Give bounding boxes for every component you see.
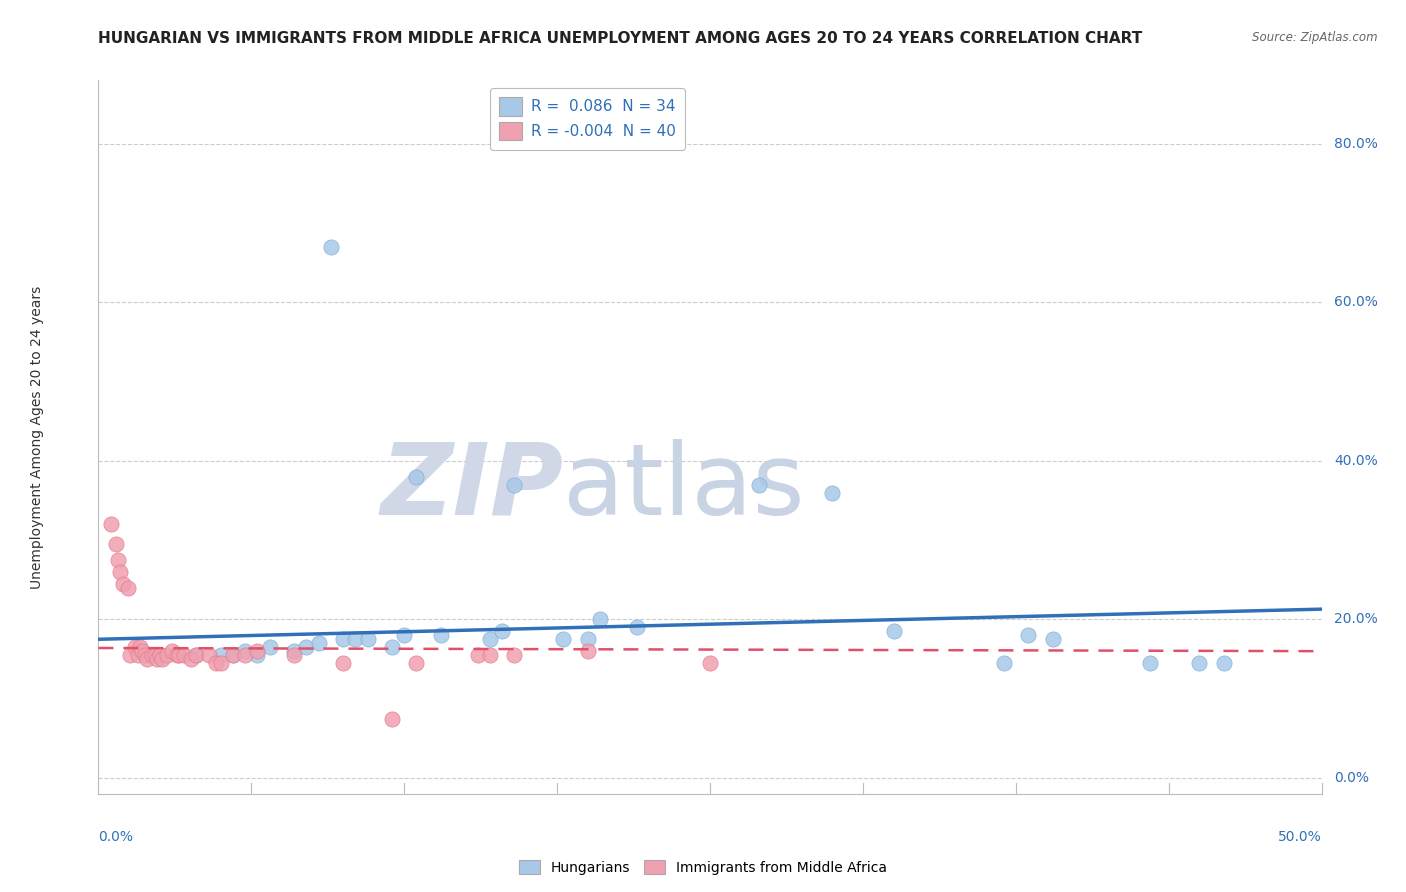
Point bbox=[883, 624, 905, 639]
Point bbox=[246, 648, 269, 662]
Point bbox=[141, 648, 163, 662]
Point bbox=[491, 624, 513, 639]
Text: HUNGARIAN VS IMMIGRANTS FROM MIDDLE AFRICA UNEMPLOYMENT AMONG AGES 20 TO 24 YEAR: HUNGARIAN VS IMMIGRANTS FROM MIDDLE AFRI… bbox=[98, 31, 1143, 46]
Point bbox=[233, 644, 256, 658]
Point bbox=[134, 648, 156, 662]
Point bbox=[136, 648, 159, 662]
Point bbox=[129, 640, 152, 655]
Text: 60.0%: 60.0% bbox=[1334, 295, 1378, 310]
Point bbox=[110, 565, 132, 579]
Legend: Hungarians, Immigrants from Middle Africa: Hungarians, Immigrants from Middle Afric… bbox=[513, 855, 893, 880]
Point bbox=[233, 648, 256, 662]
Point bbox=[821, 485, 844, 500]
Point bbox=[699, 656, 721, 670]
Point bbox=[332, 656, 354, 670]
Point bbox=[167, 648, 190, 662]
Point bbox=[332, 632, 354, 647]
Point bbox=[149, 648, 172, 662]
Point bbox=[576, 644, 599, 658]
Point bbox=[246, 644, 269, 658]
Point bbox=[259, 640, 281, 655]
Point bbox=[405, 469, 427, 483]
Point bbox=[392, 628, 416, 642]
Point bbox=[553, 632, 575, 647]
Point bbox=[209, 648, 232, 662]
Point bbox=[136, 652, 159, 666]
Text: Source: ZipAtlas.com: Source: ZipAtlas.com bbox=[1253, 31, 1378, 45]
Point bbox=[100, 517, 122, 532]
Point bbox=[117, 581, 139, 595]
Point bbox=[993, 656, 1015, 670]
Point bbox=[120, 648, 142, 662]
Point bbox=[222, 648, 245, 662]
Point bbox=[156, 648, 179, 662]
Point bbox=[589, 612, 612, 626]
Point bbox=[111, 576, 134, 591]
Point bbox=[1139, 656, 1161, 670]
Text: 20.0%: 20.0% bbox=[1334, 613, 1378, 626]
Point bbox=[166, 648, 188, 662]
Point bbox=[197, 648, 219, 662]
Point bbox=[127, 648, 149, 662]
Text: Unemployment Among Ages 20 to 24 years: Unemployment Among Ages 20 to 24 years bbox=[31, 285, 44, 589]
Text: 80.0%: 80.0% bbox=[1334, 136, 1378, 151]
Point bbox=[405, 656, 427, 670]
Text: 0.0%: 0.0% bbox=[1334, 771, 1369, 785]
Point bbox=[205, 656, 228, 670]
Point bbox=[107, 553, 129, 567]
Point bbox=[308, 636, 330, 650]
Point bbox=[748, 477, 770, 491]
Point bbox=[1042, 632, 1064, 647]
Point bbox=[104, 537, 127, 551]
Point bbox=[283, 648, 305, 662]
Point bbox=[503, 477, 526, 491]
Point bbox=[381, 712, 404, 726]
Point bbox=[160, 644, 183, 658]
Point bbox=[173, 648, 195, 662]
Point bbox=[295, 640, 318, 655]
Point bbox=[146, 652, 169, 666]
Text: 40.0%: 40.0% bbox=[1334, 454, 1378, 468]
Point bbox=[150, 652, 173, 666]
Point bbox=[319, 240, 342, 254]
Point bbox=[1212, 656, 1234, 670]
Text: atlas: atlas bbox=[564, 439, 804, 535]
Point bbox=[478, 648, 501, 662]
Point bbox=[124, 640, 146, 655]
Point bbox=[209, 656, 232, 670]
Point bbox=[186, 648, 208, 662]
Point bbox=[576, 632, 599, 647]
Point bbox=[467, 648, 489, 662]
Legend: R =  0.086  N = 34, R = -0.004  N = 40: R = 0.086 N = 34, R = -0.004 N = 40 bbox=[491, 88, 685, 150]
Point bbox=[180, 652, 202, 666]
Point bbox=[186, 648, 208, 662]
Point bbox=[131, 644, 153, 658]
Point bbox=[381, 640, 404, 655]
Point bbox=[222, 648, 245, 662]
Point bbox=[503, 648, 526, 662]
Point bbox=[478, 632, 501, 647]
Point bbox=[430, 628, 453, 642]
Point bbox=[626, 620, 648, 634]
Point bbox=[143, 648, 166, 662]
Point bbox=[344, 632, 367, 647]
Point bbox=[1188, 656, 1211, 670]
Text: 50.0%: 50.0% bbox=[1278, 830, 1322, 844]
Point bbox=[283, 644, 305, 658]
Point bbox=[356, 632, 378, 647]
Point bbox=[1017, 628, 1039, 642]
Text: 0.0%: 0.0% bbox=[98, 830, 134, 844]
Text: ZIP: ZIP bbox=[380, 439, 564, 535]
